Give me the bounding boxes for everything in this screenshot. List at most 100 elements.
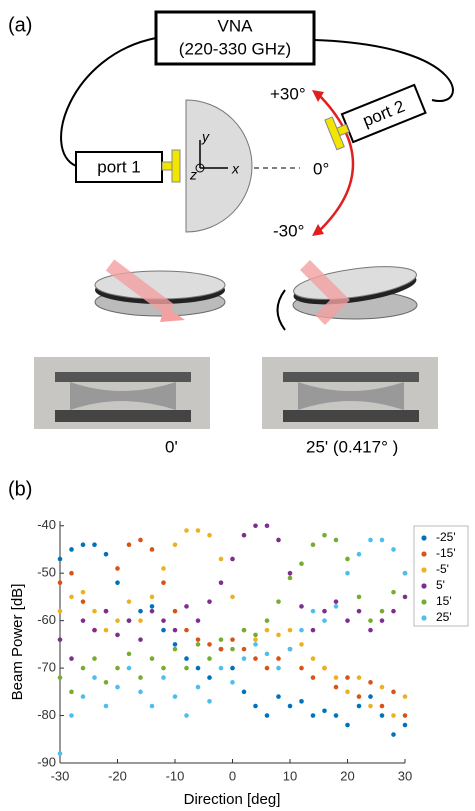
point <box>299 628 304 633</box>
point <box>357 694 362 699</box>
legend-marker <box>421 583 426 588</box>
x-tick-label: 20 <box>340 768 354 783</box>
point <box>196 637 201 642</box>
point <box>345 618 350 623</box>
point <box>403 713 408 718</box>
point <box>368 538 373 543</box>
point <box>380 704 385 709</box>
point <box>265 666 270 671</box>
point <box>380 538 385 543</box>
point <box>334 675 339 680</box>
point <box>345 723 350 728</box>
point <box>230 647 235 652</box>
point <box>311 713 316 718</box>
point <box>368 704 373 709</box>
point <box>253 633 258 638</box>
point <box>184 656 189 661</box>
point <box>150 656 155 661</box>
point <box>276 656 281 661</box>
point <box>207 699 212 704</box>
point <box>58 637 63 642</box>
point <box>69 571 74 576</box>
legend-label: 15' <box>436 594 452 608</box>
point <box>322 709 327 714</box>
point <box>69 656 74 661</box>
tilt-arrow <box>278 290 286 330</box>
point <box>161 675 166 680</box>
point <box>207 533 212 538</box>
point <box>184 666 189 671</box>
point <box>138 675 143 680</box>
point <box>253 523 258 528</box>
point <box>92 656 97 661</box>
point <box>127 542 132 547</box>
point <box>138 690 143 695</box>
point <box>196 618 201 623</box>
legend-label: -15' <box>436 546 456 560</box>
point <box>161 628 166 633</box>
point <box>230 637 235 642</box>
point <box>207 642 212 647</box>
point <box>150 547 155 552</box>
legend-label: -25' <box>436 530 456 544</box>
y-tick-label: -70 <box>37 660 56 675</box>
point <box>196 528 201 533</box>
point <box>207 675 212 680</box>
point <box>368 694 373 699</box>
axis-label: z <box>189 167 197 183</box>
point <box>299 699 304 704</box>
point <box>380 609 385 614</box>
point <box>184 628 189 633</box>
point <box>242 656 247 661</box>
point <box>403 571 408 576</box>
point <box>138 538 143 543</box>
legend-marker <box>421 599 426 604</box>
point <box>230 595 235 600</box>
x-tick-label: 0 <box>229 768 236 783</box>
point <box>173 694 178 699</box>
point <box>276 633 281 638</box>
y-tick-label: -40 <box>37 517 56 532</box>
angle-label: +30° <box>270 84 306 103</box>
point <box>242 647 247 652</box>
point <box>127 599 132 604</box>
point <box>58 580 63 585</box>
point <box>311 656 316 661</box>
point <box>219 666 224 671</box>
point <box>288 704 293 709</box>
photo-part <box>55 372 191 382</box>
point <box>58 557 63 562</box>
vna-range: (220-330 GHz) <box>179 39 291 58</box>
panel-label: (a) <box>8 14 32 36</box>
point <box>115 685 120 690</box>
point <box>230 680 235 685</box>
point <box>81 666 86 671</box>
point <box>299 604 304 609</box>
point <box>368 618 373 623</box>
horn <box>172 150 180 182</box>
point <box>322 666 327 671</box>
point <box>173 642 178 647</box>
y-axis-label: Beam Power [dB] <box>9 584 26 701</box>
point <box>115 580 120 585</box>
point <box>161 566 166 571</box>
point <box>127 652 132 657</box>
photo-part <box>55 410 191 422</box>
point <box>265 628 270 633</box>
point <box>403 595 408 600</box>
point <box>253 656 258 661</box>
point <box>219 637 224 642</box>
point <box>196 642 201 647</box>
x-axis-label: Direction [deg] <box>184 791 281 808</box>
point <box>58 675 63 680</box>
point <box>69 547 74 552</box>
point <box>104 609 109 614</box>
point <box>265 713 270 718</box>
legend-label: 25' <box>436 610 452 624</box>
point <box>391 713 396 718</box>
point <box>242 533 247 538</box>
x-tick-label: -30 <box>51 768 70 783</box>
point <box>104 680 109 685</box>
point <box>230 666 235 671</box>
point <box>173 609 178 614</box>
